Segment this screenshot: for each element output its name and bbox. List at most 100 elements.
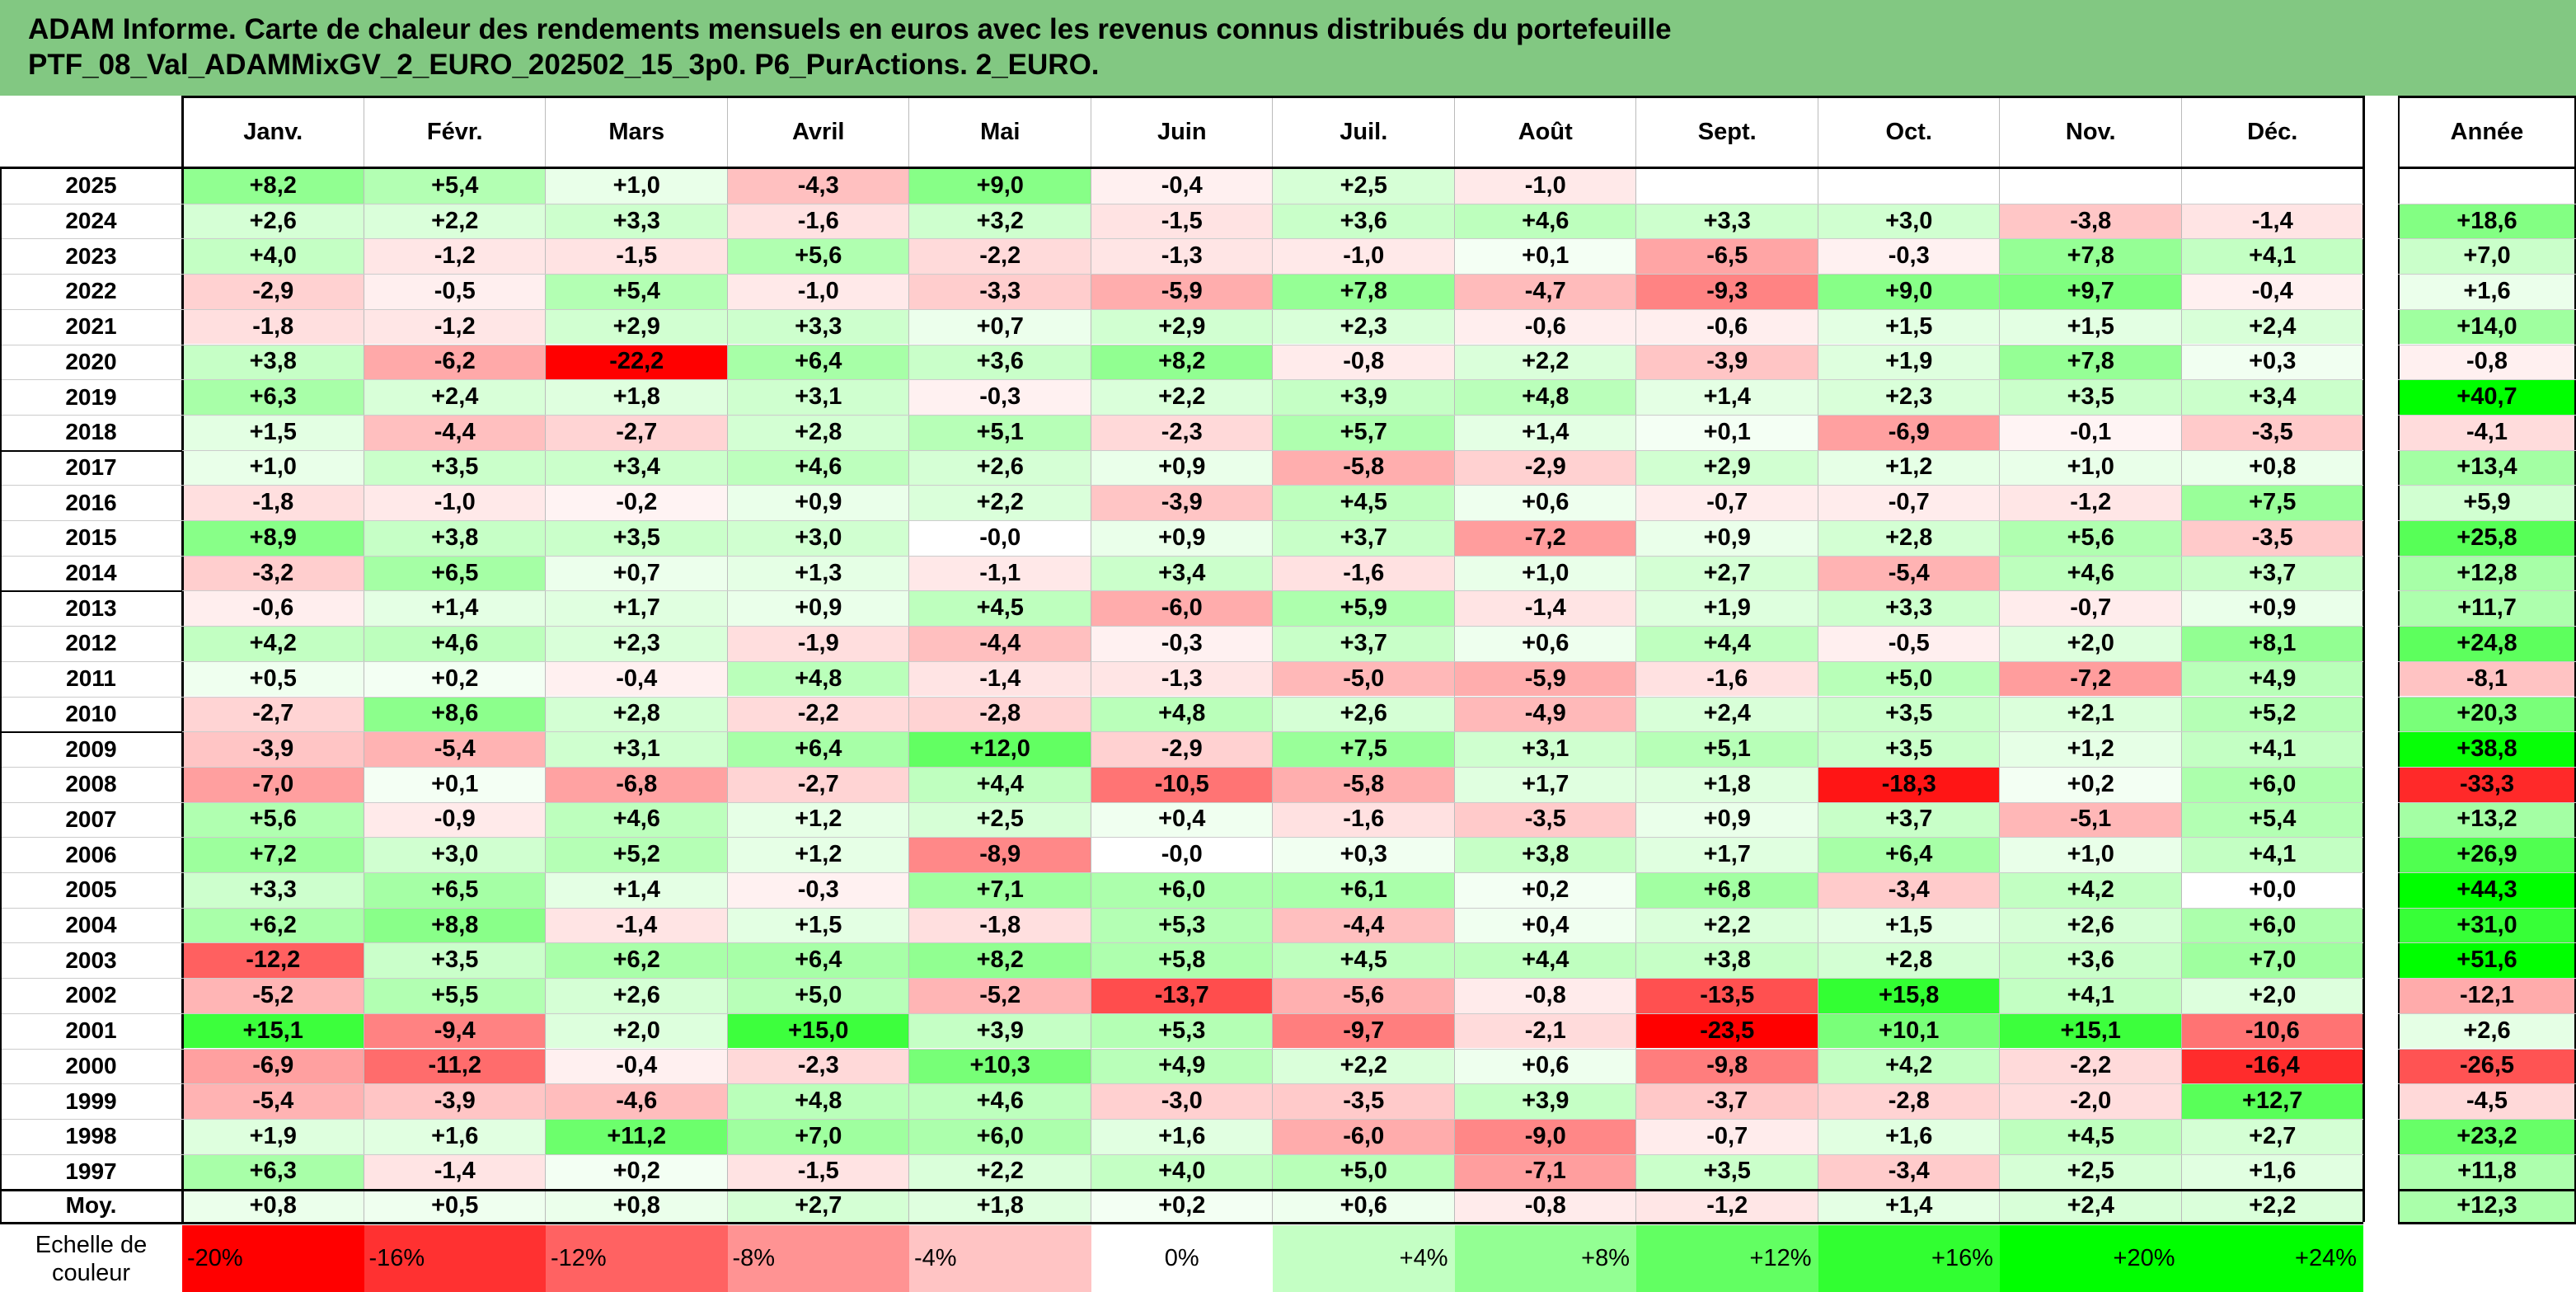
annual-row-divider bbox=[2398, 978, 2576, 980]
heatmap-cell: -0,5 bbox=[1818, 626, 2000, 661]
heatmap-cell: -0,5 bbox=[364, 274, 546, 309]
heatmap-cell: +2,8 bbox=[727, 414, 909, 450]
heatmap-cell: +8,2 bbox=[182, 168, 364, 204]
heatmap-cell: -13,7 bbox=[1091, 978, 1273, 1013]
heatmap-cell: -5,4 bbox=[182, 1083, 364, 1119]
heatmap-cell: +2,5 bbox=[1273, 168, 1455, 204]
heatmap-cell: +2,4 bbox=[2181, 308, 2363, 345]
heatmap-cell: +5,2 bbox=[2181, 696, 2363, 732]
heatmap-cell: +4,9 bbox=[2181, 660, 2363, 697]
heatmap-cell: -4,4 bbox=[1273, 907, 1455, 943]
heatmap-cell: -2,9 bbox=[1454, 449, 1636, 486]
heatmap-cell: -3,4 bbox=[1818, 1153, 2000, 1190]
average-cell: +1,4 bbox=[1818, 1189, 2000, 1223]
title-line-2: PTF_08_Val_ADAMMixGV_2_EURO_202502_15_3p… bbox=[28, 49, 1100, 81]
annual-row-divider bbox=[2398, 1118, 2576, 1120]
heatmap-cell: -4,6 bbox=[546, 1083, 728, 1119]
annual-cell: +40,7 bbox=[2398, 379, 2576, 415]
heatmap-cell: -5,9 bbox=[1091, 274, 1273, 309]
average-annual-top-border bbox=[2398, 1189, 2576, 1192]
year-column-header: Année bbox=[2398, 96, 2576, 168]
annual-row-divider bbox=[2398, 1012, 2576, 1014]
header-bottom-border bbox=[0, 167, 2363, 169]
heatmap-cell: -9,7 bbox=[1273, 1012, 1455, 1049]
month-header: Oct. bbox=[1818, 96, 2000, 168]
heatmap-cell: +5,6 bbox=[2000, 520, 2182, 556]
section-divider bbox=[0, 449, 182, 452]
heatmap-cell: -0,6 bbox=[1454, 308, 1636, 345]
heatmap-cell: +3,8 bbox=[1636, 942, 1818, 979]
heatmap-cell: +2,2 bbox=[364, 203, 546, 239]
annual-row-divider bbox=[2398, 837, 2576, 839]
row-divider bbox=[0, 590, 2363, 592]
heatmap-cell: +4,5 bbox=[1273, 942, 1455, 979]
average-cell: +0,8 bbox=[546, 1189, 728, 1223]
heatmap-cell: +4,5 bbox=[1273, 485, 1455, 520]
heatmap-cell: +5,1 bbox=[909, 414, 1091, 450]
heatmap-cell: +2,5 bbox=[2000, 1153, 2182, 1190]
heatmap-cell: -11,2 bbox=[364, 1048, 546, 1084]
heatmap-cell: -0,2 bbox=[546, 485, 728, 520]
annual-row-divider bbox=[2398, 555, 2576, 557]
heatmap-cell: +0,4 bbox=[1091, 801, 1273, 838]
heatmap-cell: -18,3 bbox=[1818, 766, 2000, 802]
section-divider bbox=[0, 590, 182, 593]
row-divider bbox=[0, 731, 2363, 733]
heatmap-cell: +6,5 bbox=[364, 555, 546, 591]
heatmap-cell: -10,6 bbox=[2181, 1012, 2363, 1049]
heatmap-cell: +4,2 bbox=[2000, 872, 2182, 908]
heatmap-cell: +5,8 bbox=[1091, 942, 1273, 979]
heatmap-cell: +4,8 bbox=[1091, 696, 1273, 732]
heatmap-cell: +0,1 bbox=[364, 766, 546, 802]
heatmap-cell: +4,6 bbox=[2000, 555, 2182, 591]
heatmap-cell: +3,9 bbox=[1273, 379, 1455, 415]
heatmap-cell: +1,9 bbox=[1818, 344, 2000, 380]
heatmap-cell: +3,0 bbox=[364, 837, 546, 872]
average-annual-bottom-border bbox=[2398, 1222, 2576, 1225]
heatmap-cell: +2,8 bbox=[546, 696, 728, 732]
heatmap-cell: +15,0 bbox=[727, 1012, 909, 1049]
heatmap-cell: +4,8 bbox=[727, 660, 909, 697]
heatmap-cell: +2,8 bbox=[1818, 942, 2000, 979]
heatmap-cell: +2,2 bbox=[1091, 379, 1273, 415]
annual-cell: -12,1 bbox=[2398, 978, 2576, 1013]
heatmap-cell: -7,2 bbox=[1454, 520, 1636, 556]
annual-cell: +38,8 bbox=[2398, 731, 2576, 767]
row-divider bbox=[0, 1012, 2363, 1014]
color-scale-swatch: -12% bbox=[546, 1225, 728, 1292]
month-header: Juil. bbox=[1273, 96, 1455, 168]
heatmap-cell: -0,3 bbox=[909, 379, 1091, 415]
heatmap-cell: +1,9 bbox=[182, 1118, 364, 1154]
heatmap-cell: +5,3 bbox=[1091, 1012, 1273, 1049]
row-divider bbox=[0, 485, 2363, 486]
heatmap-cell: +5,0 bbox=[1273, 1153, 1455, 1190]
gap-left-border bbox=[2363, 96, 2365, 1223]
row-year-label: 2006 bbox=[0, 837, 182, 872]
heatmap-cell: -1,5 bbox=[727, 1153, 909, 1190]
heatmap-cell: +2,0 bbox=[546, 1012, 728, 1049]
annual-cell: +18,6 bbox=[2398, 203, 2576, 239]
row-year-label: 2023 bbox=[0, 238, 182, 275]
column-divider bbox=[181, 96, 184, 1223]
heatmap-cell: -3,9 bbox=[1091, 485, 1273, 520]
annual-row-divider bbox=[2398, 485, 2576, 486]
color-scale-swatch: -20% bbox=[182, 1225, 364, 1292]
heatmap-cell: -1,6 bbox=[1636, 660, 1818, 697]
row-year-label: 2019 bbox=[0, 379, 182, 415]
annual-row-divider bbox=[2398, 590, 2576, 592]
heatmap-cell: +0,4 bbox=[1454, 907, 1636, 943]
annual-cell: -33,3 bbox=[2398, 766, 2576, 802]
heatmap-cell: -3,9 bbox=[182, 731, 364, 767]
heatmap-cell: +0,9 bbox=[727, 590, 909, 627]
annual-cell: +13,2 bbox=[2398, 801, 2576, 838]
row-divider bbox=[0, 449, 2363, 451]
heatmap-cell: +0,1 bbox=[1636, 414, 1818, 450]
heatmap-cell: -0,1 bbox=[2000, 414, 2182, 450]
annual-left-border bbox=[2398, 96, 2400, 1223]
heatmap-cell: -5,8 bbox=[1273, 449, 1455, 486]
annual-cell: -0,8 bbox=[2398, 344, 2576, 380]
heatmap-cell: +1,7 bbox=[1636, 837, 1818, 872]
heatmap-cell: +0,0 bbox=[2181, 872, 2363, 908]
heatmap-cell: -5,8 bbox=[1273, 766, 1455, 802]
heatmap-cell: +1,0 bbox=[2000, 837, 2182, 872]
